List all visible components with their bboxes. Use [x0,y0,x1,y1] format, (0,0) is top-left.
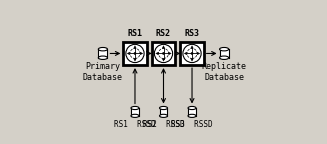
Circle shape [163,53,164,54]
Ellipse shape [98,56,108,59]
Polygon shape [134,46,136,48]
Ellipse shape [131,106,139,110]
Circle shape [126,44,144,63]
Bar [98,49,108,58]
Ellipse shape [160,106,167,110]
Ellipse shape [160,114,167,117]
Polygon shape [127,52,130,55]
Text: RS1  RSSD: RS1 RSSD [114,120,156,129]
Polygon shape [140,52,143,55]
Polygon shape [134,59,136,61]
Ellipse shape [188,106,196,110]
Text: RS2  RSSD: RS2 RSSD [143,120,184,129]
Polygon shape [184,52,187,55]
Text: RS1: RS1 [128,29,143,38]
Bar [188,108,196,116]
Ellipse shape [219,56,229,59]
Ellipse shape [131,114,139,117]
Bar [219,49,229,58]
Bar [160,108,167,116]
Text: Primary
Database: Primary Database [83,62,123,82]
Circle shape [134,53,136,54]
Circle shape [187,48,197,58]
Polygon shape [169,52,171,55]
Polygon shape [191,46,193,48]
Circle shape [154,44,173,63]
Ellipse shape [219,48,229,51]
Text: RS3: RS3 [184,29,199,38]
Circle shape [183,44,201,63]
Bar [180,42,204,65]
Polygon shape [156,52,158,55]
Text: RS2: RS2 [156,29,171,38]
Polygon shape [162,59,165,61]
Polygon shape [162,46,165,48]
Bar [131,108,139,116]
Ellipse shape [188,114,196,117]
Circle shape [191,53,193,54]
Text: Replicate
Database: Replicate Database [202,62,247,82]
Circle shape [159,48,168,58]
Text: RS3  RSSD: RS3 RSSD [171,120,213,129]
Ellipse shape [98,48,108,51]
Bar [152,42,175,65]
Bar [123,42,147,65]
Polygon shape [191,59,193,61]
Circle shape [130,48,140,58]
Polygon shape [197,52,200,55]
